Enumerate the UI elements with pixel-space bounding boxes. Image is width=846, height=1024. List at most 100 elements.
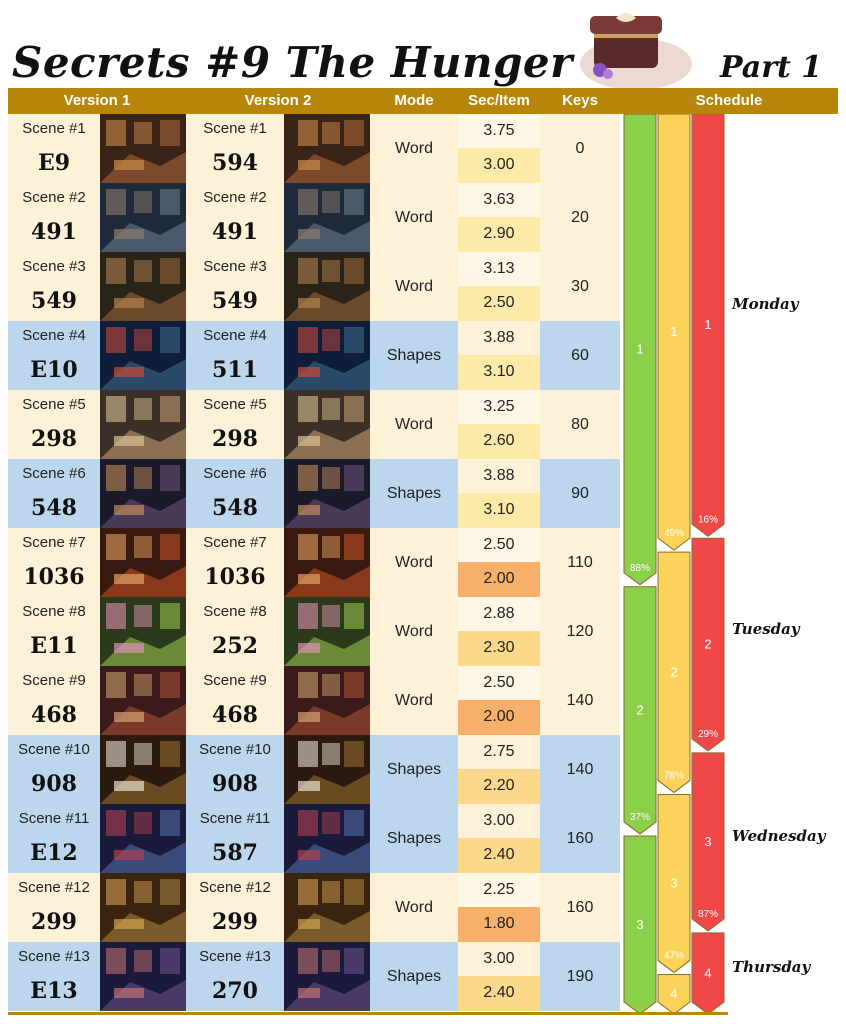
- mode-cell: Shapes: [386, 347, 442, 364]
- version-1-cell: Scene #10 908: [8, 735, 100, 804]
- schedule-segment-label: 3: [670, 875, 677, 890]
- version-1-cell: Scene #4 E10: [8, 321, 100, 390]
- mode-cell: Word: [395, 692, 433, 709]
- day-label: Tuesday: [732, 619, 800, 638]
- sec-item-bottom: 2.90: [458, 217, 540, 252]
- version-1-scene-value: 549: [31, 288, 77, 314]
- sec-item-top: 3.63: [458, 183, 540, 217]
- keys-cell: 0: [575, 140, 585, 157]
- version-1-scene-thumbnail: [100, 735, 186, 804]
- sec-item-top: 2.88: [458, 597, 540, 631]
- sec-item-bottom: 2.40: [458, 838, 540, 873]
- schedule-segment-percent: 16%: [698, 514, 718, 525]
- version-1-scene-thumbnail: [100, 390, 186, 459]
- part-label: Part 1: [720, 50, 823, 85]
- keys-cell: 110: [567, 554, 593, 571]
- schedule-segment-label: 1: [704, 317, 711, 332]
- version-2-scene-label: Scene #2: [203, 189, 267, 206]
- version-2-cell: Scene #11 587: [186, 804, 284, 873]
- sec-item-bottom: 2.50: [458, 286, 540, 321]
- version-1-cell: Scene #12 299: [8, 873, 100, 942]
- sec-item-bottom: 2.00: [458, 700, 540, 735]
- schedule-segment-red: [691, 752, 725, 932]
- table-row: Scene #11 E12 Scene #11 587 Shapes 3.00 …: [8, 804, 620, 873]
- version-2-scene-value: 298: [212, 426, 258, 452]
- version-1-cell: Scene #13 E13: [8, 942, 100, 1011]
- version-2-cell: Scene #2 491: [186, 183, 284, 252]
- version-2-cell: Scene #7 1036: [186, 528, 284, 597]
- version-1-scene-value: E10: [30, 357, 78, 383]
- version-2-cell: Scene #4 511: [186, 321, 284, 390]
- version-2-scene-thumbnail: [284, 183, 370, 252]
- version-2-scene-label: Scene #7: [203, 534, 267, 551]
- schedule-segment-green: [623, 114, 657, 586]
- keys-cell: 20: [571, 209, 589, 226]
- schedule-segment-percent: 87%: [698, 909, 718, 920]
- version-1-cell: Scene #3 549: [8, 252, 100, 321]
- version-2-scene-label: Scene #13: [199, 948, 271, 965]
- version-1-cell: Scene #5 298: [8, 390, 100, 459]
- sec-item-bottom: 3.00: [458, 148, 540, 183]
- table-row: Scene #9 468 Scene #9 468 Word 2.50 2.00…: [8, 666, 620, 735]
- schedule-segment-yellow: [657, 793, 691, 974]
- header-sec-item: Sec/Item: [468, 92, 530, 109]
- version-2-scene-thumbnail: [284, 735, 370, 804]
- header-version-1: Version 1: [63, 92, 131, 109]
- version-2-cell: Scene #6 548: [186, 459, 284, 528]
- keys-cell: 120: [566, 623, 594, 640]
- version-1-cell: Scene #7 1036: [8, 528, 100, 597]
- header-version-2: Version 2: [244, 92, 312, 109]
- header-keys: Keys: [562, 92, 598, 109]
- version-2-scene-value: 468: [212, 702, 258, 728]
- schedule-segment-red: [691, 114, 725, 537]
- sec-item-bottom: 2.20: [458, 769, 540, 804]
- version-2-scene-thumbnail: [284, 459, 370, 528]
- table-row: Scene #10 908 Scene #10 908 Shapes 2.75 …: [8, 735, 620, 804]
- version-2-scene-value: 1036: [204, 564, 266, 590]
- version-1-scene-value: E9: [37, 150, 71, 176]
- table-row: Scene #6 548 Scene #6 548 Shapes 3.88 3.…: [8, 459, 620, 528]
- schedule-segment-label: 3: [704, 834, 711, 849]
- version-2-scene-value: 299: [212, 909, 258, 935]
- mode-cell: Word: [395, 209, 433, 226]
- version-2-cell: Scene #5 298: [186, 390, 284, 459]
- table-row: Scene #4 E10 Scene #4 511 Shapes 3.88 3.…: [8, 321, 620, 390]
- table-row: Scene #8 E11 Scene #8 252 Word 2.88 2.30…: [8, 597, 620, 666]
- version-2-scene-thumbnail: [284, 804, 370, 873]
- version-1-scene-thumbnail: [100, 873, 186, 942]
- schedule-segment-label: 3: [636, 917, 643, 932]
- mode-cell: Word: [395, 623, 433, 640]
- sec-item-bottom: 3.10: [458, 355, 540, 390]
- day-label: Thursday: [732, 957, 811, 976]
- version-2-scene-value: 491: [212, 219, 258, 245]
- sec-item-top: 2.25: [458, 873, 540, 907]
- version-1-scene-value: E13: [30, 978, 78, 1004]
- version-1-scene-thumbnail: [100, 804, 186, 873]
- version-1-scene-label: Scene #10: [18, 741, 90, 758]
- version-1-scene-thumbnail: [100, 528, 186, 597]
- version-1-scene-value: 299: [31, 909, 77, 935]
- schedule-segment-percent: 78%: [664, 770, 684, 781]
- sec-item-bottom: 2.30: [458, 631, 540, 666]
- version-2-scene-value: 908: [212, 771, 258, 797]
- sec-item-bottom: 1.80: [458, 907, 540, 942]
- version-2-scene-label: Scene #11: [199, 810, 271, 827]
- sec-item-top: 3.25: [458, 390, 540, 424]
- sec-item-bottom: 2.60: [458, 424, 540, 459]
- version-2-cell: Scene #3 549: [186, 252, 284, 321]
- version-1-cell: Scene #6 548: [8, 459, 100, 528]
- mode-cell: Word: [395, 140, 433, 157]
- mode-cell: Word: [395, 554, 433, 571]
- version-2-cell: Scene #13 270: [186, 942, 284, 1011]
- table-row: Scene #13 E13 Scene #13 270 Shapes 3.00 …: [8, 942, 620, 1011]
- version-1-scene-label: Scene #6: [22, 465, 86, 482]
- schedule-segment-label: 4: [670, 986, 677, 1001]
- version-1-scene-label: Scene #3: [22, 258, 86, 275]
- schedule-segment-percent: 49%: [664, 528, 684, 539]
- sec-item-top: 3.00: [458, 804, 540, 838]
- schedule-segment-label: 2: [636, 702, 643, 717]
- header-schedule: Schedule: [695, 92, 763, 109]
- schedule-segment-percent: 47%: [664, 950, 684, 961]
- version-1-scene-value: 491: [31, 219, 77, 245]
- version-2-scene-thumbnail: [284, 528, 370, 597]
